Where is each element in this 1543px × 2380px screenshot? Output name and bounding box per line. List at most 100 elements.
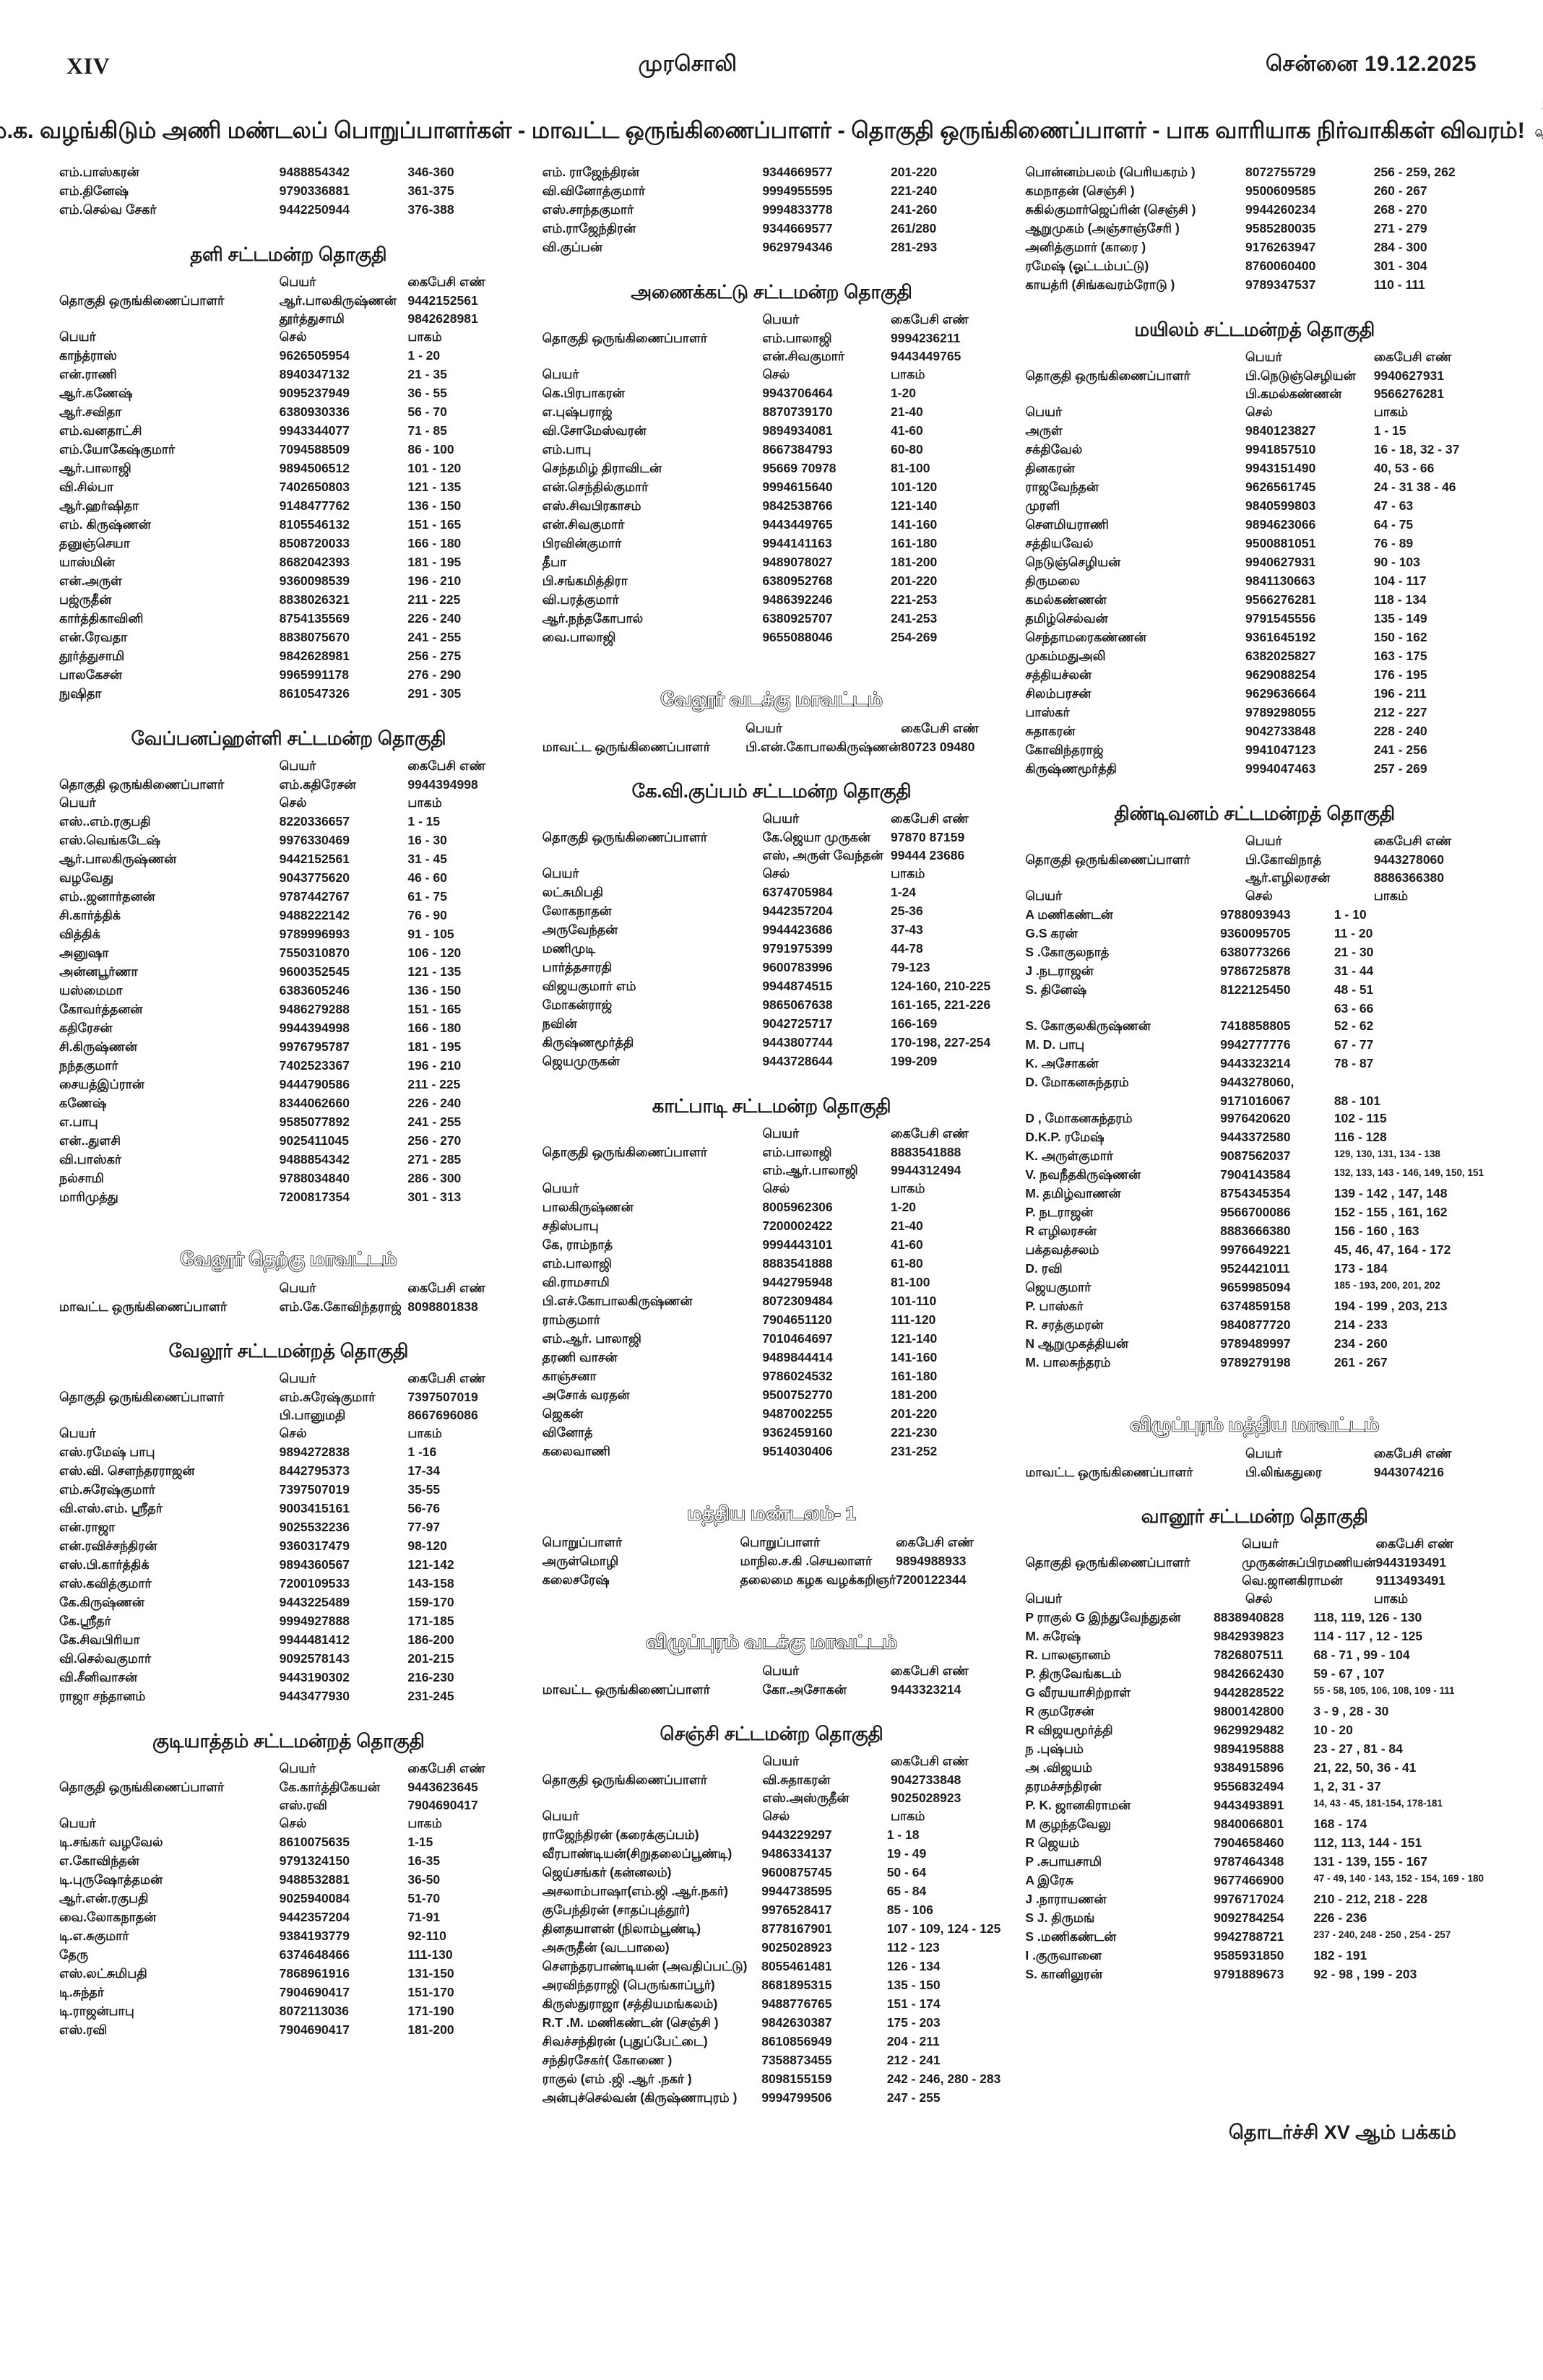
header-name: பெயர் [59, 795, 96, 810]
cell-name: ரமேஷ் (ஓட்டம்பட்டு) [1025, 259, 1149, 274]
cell-name: எம்.தினேஷ் [59, 183, 129, 199]
table-row: P. திருவேங்கடம் 9842662430 59 - 67 , 107 [1025, 1666, 1484, 1684]
header-name: பெயர் [1245, 349, 1282, 364]
cell-part: 111-130 [407, 1947, 453, 1963]
cell-name: ராஜா சந்தானம் [59, 1689, 146, 1704]
cell-name: வை.லோகநாதன் [59, 1910, 157, 1925]
cell-name: M. பாலசுந்தரம் [1025, 1355, 1111, 1370]
cell-part: 1 - 15 [1373, 423, 1406, 438]
coordinator-name: எம்.பாலாஜி [762, 330, 832, 345]
coordinator-label: தொகுதி ஒருங்கிணைப்பாளர் [59, 1389, 225, 1404]
cell-part: 23 - 27 , 81 - 84 [1313, 1741, 1403, 1757]
coordinator-header: பெயர் கைபேசி எண் [1025, 1536, 1484, 1554]
cell-part: 143-158 [407, 1576, 454, 1591]
table-row: ஆர்.பாலகிருஷ்ணன் 9442152561 31 - 45 [59, 851, 518, 870]
cell-phone: 9655088046 [762, 630, 833, 645]
cell-name: வி.சில்பா [59, 480, 114, 495]
cell-part: 1-24 [891, 885, 917, 900]
table-row: அருள் 9840123827 1 - 15 [1025, 423, 1484, 441]
coordinator-name: எம்.கே.கோவிந்தராஜ் [279, 1299, 402, 1314]
cell-phone: 9944874515 [762, 979, 833, 994]
coordinator-label: தொகுதி ஒருங்கிணைப்பாளர் [59, 293, 225, 308]
cell-name: கே.கிருஷ்ணன் [59, 1595, 144, 1610]
cell-phone: 9443449765 [762, 517, 833, 532]
cell-phone: 9489078027 [762, 555, 833, 570]
header-part: பாகம் [891, 367, 925, 382]
coordinator-phone: 9940627931 [1373, 368, 1445, 383]
header-blank [543, 311, 763, 330]
cell-name: தூர்த்துசாமி [59, 649, 125, 664]
cell-name: சந்திரசேகர்( கோணை ) [542, 2053, 673, 2068]
cell-part: 16 - 30 [407, 833, 447, 848]
table-row: D. ரவி 9524421011 173 - 184 [1025, 1260, 1484, 1279]
cell-phone: 9626561745 [1245, 480, 1316, 495]
header-cell: செல் [762, 1809, 790, 1824]
header-blank [59, 1280, 280, 1299]
cell-name: சிலம்பரசன் [1025, 686, 1092, 701]
cell-part: 211 - 225 [407, 592, 461, 607]
coordinator-name: எம்.ஆர்.பாலாஜி [762, 1162, 858, 1177]
table-row: டி.புருஷோத்தமன் 9488532881 36-50 [59, 1871, 518, 1890]
table-row: சத்தியச்லன் 9629088254 176 - 195 [1025, 667, 1484, 685]
cell-name: நெடுஞ்செழியன் [1025, 555, 1121, 570]
cell-name: வி.சீனிவாசன் [59, 1670, 137, 1685]
table-row: முகம்மதுஅலி 6382025827 163 - 175 [1025, 648, 1484, 667]
table-row: வை.லோகநாதன் 9442357204 71-91 [59, 1909, 518, 1928]
coordinator-label: மாவட்ட ஒருங்கிணைப்பாளர் [542, 739, 710, 754]
cell-phone: 9514030406 [762, 1444, 833, 1459]
table-row: சௌந்தரபாண்டியன் (அவதிப்பட்டு) 8055461481 1… [543, 1958, 1001, 1977]
table-row: A மணிகண்டன் 9788093943 1 - 10 [1025, 906, 1484, 925]
header-cell: செல் [279, 1816, 307, 1831]
column-header-row: பெயர் செல் பாகம் [1025, 1591, 1484, 1609]
coordinator-row: பி.கமல்கண்ணன் 9566276281 [1025, 386, 1484, 404]
table-row: R. சரத்குமரன் 9840877720 214 - 233 [1025, 1317, 1484, 1336]
coordinator-block: பெயர் கைபேசி எண் மாவட்ட ஒருங்கிணைப்பாளர் பி… [1025, 1445, 1484, 1482]
cell-part: 129, 130, 131, 134 - 138 [1334, 1148, 1440, 1160]
table-row: கலைவாணி 9514030406 231-252 [543, 1443, 1001, 1462]
table-header: பெயர் செல் பாகம் [543, 1180, 1001, 1199]
cell-name: அசலாம்பாஷா(எம்.ஜி .ஆர்.நகர்) [542, 1884, 728, 1899]
cell-phone: 9360098539 [279, 574, 350, 589]
coordinator-label: மாவட்ட ஒருங்கிணைப்பாளர் [542, 1682, 710, 1697]
header-mobile: கைபேசி எண் [1373, 349, 1452, 364]
coordinator-header: பெயர் கைபேசி எண் [543, 1125, 1001, 1144]
cell-phone: 9344669577 [762, 165, 833, 180]
header-cell: செல் [762, 866, 790, 881]
cell-phone [1220, 1000, 1334, 1018]
table-row: வி.ராமசாமி 9442795948 81-100 [543, 1274, 1001, 1293]
cell-name: எஸ்.ரமேஷ் பாபு [59, 1445, 155, 1460]
cell-phone: 9788034840 [279, 1171, 350, 1186]
banner-headline-row: தி.மு.க. வழங்கிடும் அணி மண்டலப் பொறுப்பா… [0, 79, 1543, 144]
cell-phone: 8610075635 [279, 1835, 350, 1850]
table-row: செந்தாமரைகண்ணன் 9361645192 150 - 162 [1025, 629, 1484, 648]
cell-name: எஸ்.வி. சௌந்தரராஜன் [59, 1463, 195, 1479]
cell-part: 228 - 240 [1373, 724, 1427, 739]
cell-phone: 8072113036 [279, 2004, 350, 2019]
table-header: பெயர் செல் பாகம் [543, 366, 1001, 385]
cell-part: 11 - 20 [1334, 926, 1373, 941]
table-row: P. K. ஜானகிராமன் 9443493891 14, 43 - 45, 1… [1025, 1797, 1484, 1816]
header-name: பெயர் [762, 810, 800, 826]
header-name: பெயர் [542, 866, 579, 881]
table-row: சதிஸ்பாபு 7200002422 21-40 [543, 1218, 1001, 1237]
cell-part: 254-269 [891, 630, 938, 645]
cell-phone: 8105546132 [279, 517, 350, 532]
cell-phone: 9944260234 [1245, 202, 1316, 217]
cell-part: 261/280 [891, 221, 937, 236]
cell-phone: 9384915896 [1214, 1760, 1284, 1775]
cell-phone: 9443229297 [761, 1827, 832, 1843]
cell-phone: 8682042393 [279, 555, 350, 570]
header-name: பெயர் [762, 1753, 800, 1768]
coordinator-label: மாவட்ட ஒருங்கிணைப்பாளர் [59, 1299, 228, 1314]
cell-part: 56-76 [407, 1501, 441, 1516]
cell-name: J .நடராஜன் [1025, 964, 1094, 979]
cell-name: என்.ரவிச்சந்திரன் [59, 1539, 157, 1554]
cell-phone: 7904143584 [1220, 1167, 1291, 1182]
cell-phone: 9791545556 [1245, 611, 1316, 626]
coordinator-name: எம்.சுரேஷ்குமார் [279, 1389, 376, 1404]
cell-part: 201-220 [891, 1406, 938, 1421]
cell-phone: 9791975399 [762, 941, 833, 956]
cell-phone: 9941857510 [1245, 442, 1316, 457]
cell-part [1334, 1074, 1484, 1093]
